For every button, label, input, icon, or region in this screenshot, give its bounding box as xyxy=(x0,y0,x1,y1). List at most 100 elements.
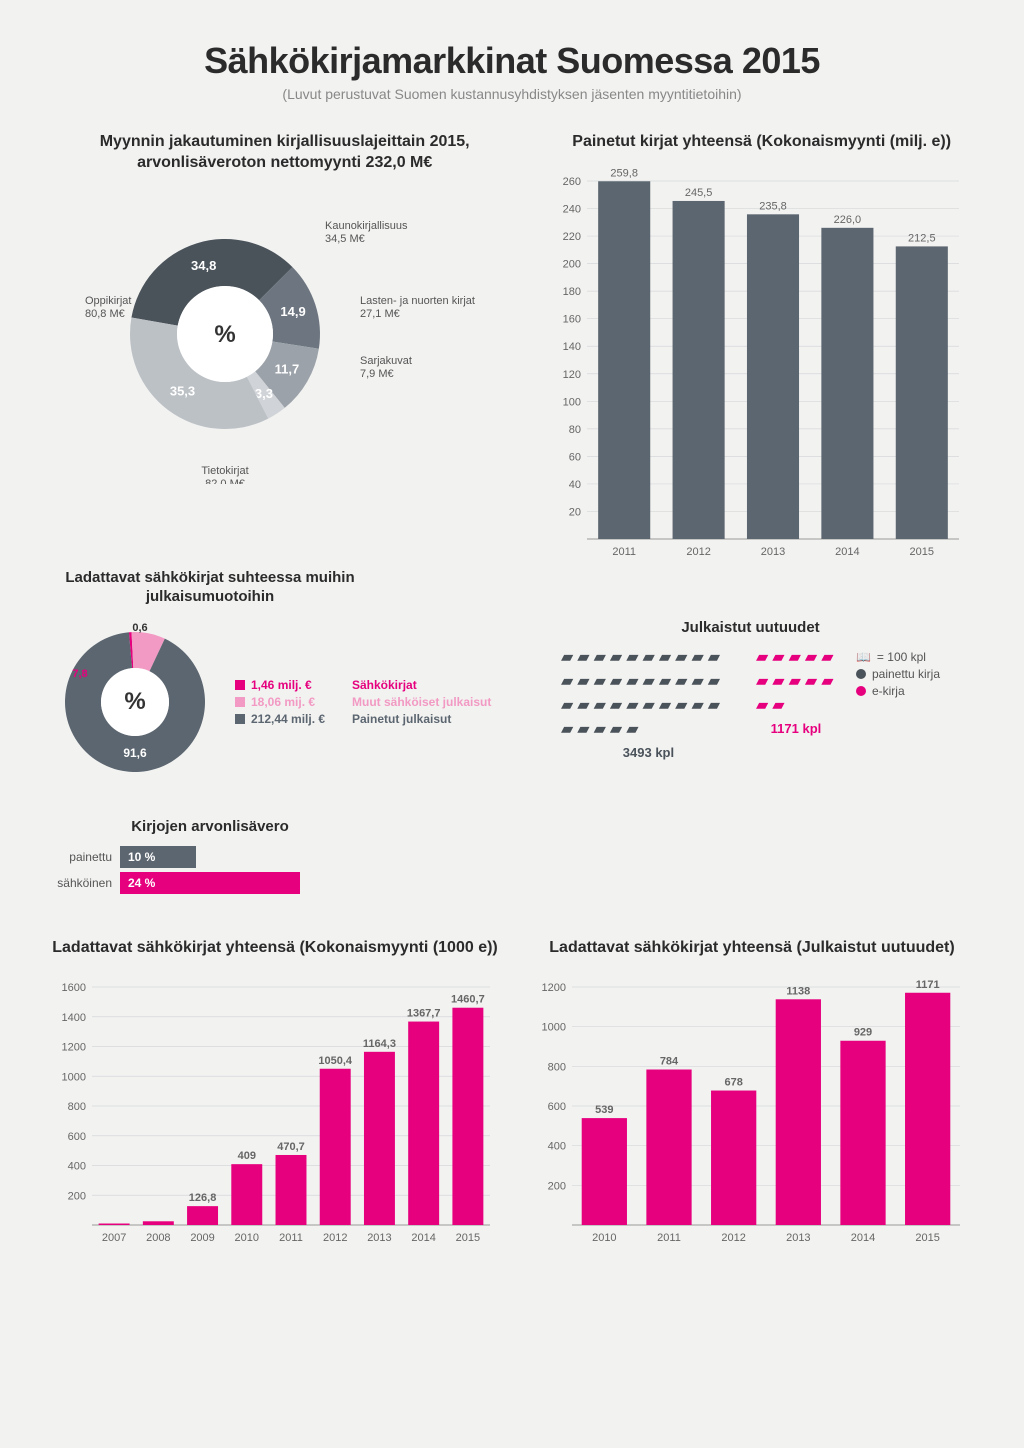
svg-text:2011: 2011 xyxy=(613,546,637,558)
bar-printed-chart: 20 40 60 80 100 120 140 160 180 200 220 240 260 259,8… xyxy=(549,163,969,563)
svg-text:100: 100 xyxy=(563,396,581,408)
svg-text:2013: 2013 xyxy=(786,1232,810,1244)
svg-text:80,8 M€: 80,8 M€ xyxy=(85,308,125,320)
vat-title: Kirjojen arvonlisävero xyxy=(50,817,370,837)
svg-text:140: 140 xyxy=(563,341,581,353)
svg-text:126,8: 126,8 xyxy=(189,1192,217,1204)
svg-text:260: 260 xyxy=(563,176,581,188)
novelty-legend-print: painettu kirja xyxy=(856,667,940,681)
donut1-title: Myynnin jakautuminen kirjallisuuslajeitt… xyxy=(50,132,519,174)
svg-text:1200: 1200 xyxy=(62,1042,86,1054)
svg-text:800: 800 xyxy=(548,1061,566,1073)
svg-text:27,1 M€: 27,1 M€ xyxy=(360,308,400,320)
svg-text:235,8: 235,8 xyxy=(760,200,788,212)
svg-text:160: 160 xyxy=(563,313,581,325)
svg-text:600: 600 xyxy=(548,1101,566,1113)
ebook-book-icons: ▰▰▰▰▰▰▰▰▰▰▰▰ xyxy=(756,647,836,715)
svg-text:2014: 2014 xyxy=(836,546,860,558)
svg-text:259,8: 259,8 xyxy=(611,167,639,179)
bar-ebook-sales-chart: 200 400 600 800 1000 1200 1400 1600 2007 2008 126,… xyxy=(50,969,500,1249)
donut2-legend: 1,46 milj. €Sähkökirjat18,06 mij. €Muut … xyxy=(235,675,491,729)
svg-text:40: 40 xyxy=(569,479,581,491)
svg-text:1000: 1000 xyxy=(62,1071,86,1083)
svg-text:539: 539 xyxy=(595,1104,613,1116)
svg-text:Lasten- ja nuorten kirjat: Lasten- ja nuorten kirjat xyxy=(360,295,475,307)
page-subtitle: (Luvut perustuvat Suomen kustannusyhdist… xyxy=(50,86,974,102)
bar-printed-title: Painetut kirjat yhteensä (Kokonaismyynti… xyxy=(549,132,974,153)
svg-text:245,5: 245,5 xyxy=(685,187,713,199)
svg-text:2015: 2015 xyxy=(910,546,934,558)
vat-bars: painettu10 %sähköinen24 % xyxy=(50,846,310,894)
svg-text:2007: 2007 xyxy=(102,1232,126,1244)
svg-text:1050,4: 1050,4 xyxy=(318,1055,353,1067)
svg-text:1367,7: 1367,7 xyxy=(407,1008,441,1020)
print-book-icons: ▰▰▰▰▰▰▰▰▰▰▰▰▰▰▰▰▰▰▰▰▰▰▰▰▰▰▰▰▰▰▰▰▰▰▰ xyxy=(561,647,736,739)
svg-text:2014: 2014 xyxy=(411,1232,435,1244)
svg-text:1000: 1000 xyxy=(542,1022,566,1034)
svg-text:1600: 1600 xyxy=(62,982,86,994)
svg-text:784: 784 xyxy=(660,1056,679,1068)
svg-text:2011: 2011 xyxy=(657,1232,681,1244)
svg-text:212,5: 212,5 xyxy=(908,232,936,244)
svg-text:11,7: 11,7 xyxy=(275,361,300,376)
novelties-title: Julkaistut uutuudet xyxy=(527,618,974,638)
bar-ebook-new-title: Ladattavat sähkökirjat yhteensä (Julkais… xyxy=(530,938,974,959)
svg-text:%: % xyxy=(124,688,145,715)
novelty-legend-ebook: e-kirja xyxy=(856,684,940,698)
svg-text:Sarjakuvat: Sarjakuvat xyxy=(360,355,412,367)
svg-text:1460,7: 1460,7 xyxy=(451,994,485,1006)
svg-text:400: 400 xyxy=(548,1141,566,1153)
svg-text:2015: 2015 xyxy=(456,1232,480,1244)
svg-text:Kaunokirjallisuus: Kaunokirjallisuus xyxy=(325,220,408,232)
bar-ebook-sales-title: Ladattavat sähkökirjat yhteensä (Kokonai… xyxy=(50,938,500,959)
donut2-title: Ladattavat sähkökirjat suhteessa muihin … xyxy=(50,568,370,607)
svg-text:2008: 2008 xyxy=(146,1232,170,1244)
svg-text:1200: 1200 xyxy=(542,982,566,994)
svg-text:14,9: 14,9 xyxy=(280,304,305,319)
svg-text:2012: 2012 xyxy=(721,1232,745,1244)
svg-text:200: 200 xyxy=(548,1180,566,1192)
novelty-legend-unit: 📖= 100 kpl xyxy=(856,650,940,664)
svg-text:7,9 M€: 7,9 M€ xyxy=(360,368,394,380)
svg-text:Oppikirjat: Oppikirjat xyxy=(85,295,131,307)
svg-text:220: 220 xyxy=(563,231,581,243)
svg-text:1138: 1138 xyxy=(786,985,810,997)
svg-text:35,3: 35,3 xyxy=(170,383,195,398)
svg-text:2015: 2015 xyxy=(915,1232,939,1244)
svg-text:34,8: 34,8 xyxy=(191,257,216,272)
svg-text:180: 180 xyxy=(563,286,581,298)
donut2-chart: %0,67,891,6 xyxy=(50,617,220,787)
svg-text:226,0: 226,0 xyxy=(834,214,862,226)
svg-text:800: 800 xyxy=(68,1101,86,1113)
svg-text:600: 600 xyxy=(68,1131,86,1143)
ebook-count: 1171 kpl xyxy=(756,721,836,736)
svg-text:60: 60 xyxy=(569,451,581,463)
svg-text:2013: 2013 xyxy=(761,546,785,558)
svg-text:400: 400 xyxy=(68,1161,86,1173)
page-title: Sähkökirjamarkkinat Suomessa 2015 xyxy=(50,40,974,82)
svg-text:%: % xyxy=(214,321,235,348)
svg-text:1400: 1400 xyxy=(62,1012,86,1024)
svg-text:2012: 2012 xyxy=(323,1232,347,1244)
svg-text:200: 200 xyxy=(563,258,581,270)
svg-text:200: 200 xyxy=(68,1190,86,1202)
bar-ebook-new-chart: 200 400 600 800 1000 1200 539 2010 784 2011 678 201… xyxy=(530,969,970,1249)
svg-text:470,7: 470,7 xyxy=(277,1141,305,1153)
svg-text:120: 120 xyxy=(563,369,581,381)
svg-text:2014: 2014 xyxy=(851,1232,875,1244)
svg-text:20: 20 xyxy=(569,506,581,518)
svg-text:7,8: 7,8 xyxy=(72,668,87,680)
svg-text:2010: 2010 xyxy=(592,1232,616,1244)
svg-text:678: 678 xyxy=(724,1077,742,1089)
svg-text:Tietokirjat: Tietokirjat xyxy=(201,465,248,477)
svg-text:240: 240 xyxy=(563,203,581,215)
svg-text:1171: 1171 xyxy=(916,979,940,991)
donut1-chart: 34,8 Oppikirjat80,8 M€ 14,9 Kaunokirjallisu… xyxy=(50,184,510,484)
svg-text:0,6: 0,6 xyxy=(132,622,147,634)
svg-text:82,0 M€: 82,0 M€ xyxy=(205,478,245,484)
svg-text:409: 409 xyxy=(238,1150,256,1162)
svg-text:2010: 2010 xyxy=(235,1232,259,1244)
svg-text:1164,3: 1164,3 xyxy=(363,1038,396,1050)
svg-text:80: 80 xyxy=(569,424,581,436)
svg-text:34,5 M€: 34,5 M€ xyxy=(325,233,365,245)
